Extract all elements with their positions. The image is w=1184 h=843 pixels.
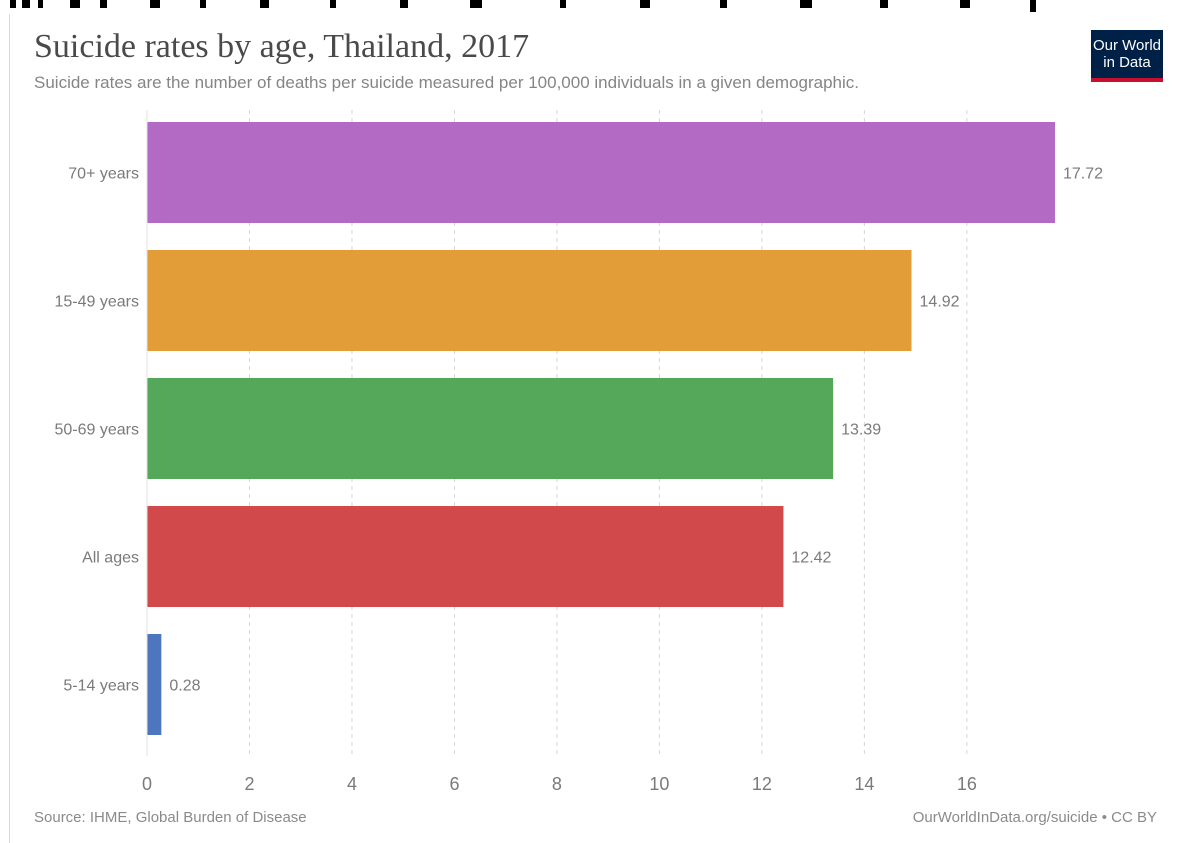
category-label: All ages [82,550,139,567]
value-label: 14.92 [920,294,960,311]
x-tick-label: 14 [854,774,874,794]
category-label: 50-69 years [55,422,140,439]
value-label: 0.28 [169,678,200,695]
logo-accent-bar [1091,78,1163,82]
category-label: 70+ years [68,166,139,183]
bar [147,634,162,735]
bar [147,122,1055,223]
category-label: 15-49 years [55,294,140,311]
value-label: 12.42 [791,550,831,567]
logo-line-1: Our World [1092,37,1162,54]
chart-title: Suicide rates by age, Thailand, 2017 [34,28,530,65]
bar [147,378,834,479]
left-frame-line [9,14,10,843]
cropped-top-strip [0,0,1184,14]
x-tick-label: 6 [449,774,459,794]
x-tick-label: 16 [957,774,977,794]
x-tick-label: 4 [347,774,357,794]
x-tick-label: 0 [142,774,152,794]
license-link[interactable]: OurWorldInData.org/suicide • CC BY [912,809,1157,826]
source-note[interactable]: Source: IHME, Global Burden of Disease [34,809,307,826]
x-tick-label: 8 [552,774,562,794]
owid-logo[interactable]: Our World in Data [1091,30,1163,82]
x-tick-label: 2 [244,774,254,794]
bar [147,506,784,607]
bar [147,250,912,351]
cropped-top-text-fragment [10,0,1036,12]
chart-subtitle: Suicide rates are the number of deaths p… [34,73,859,92]
x-tick-label: 12 [752,774,772,794]
logo-line-2: in Data [1103,54,1151,71]
x-tick-label: 10 [649,774,669,794]
value-label: 13.39 [841,422,881,439]
category-label: 5-14 years [63,678,139,695]
value-label: 17.72 [1063,166,1103,183]
